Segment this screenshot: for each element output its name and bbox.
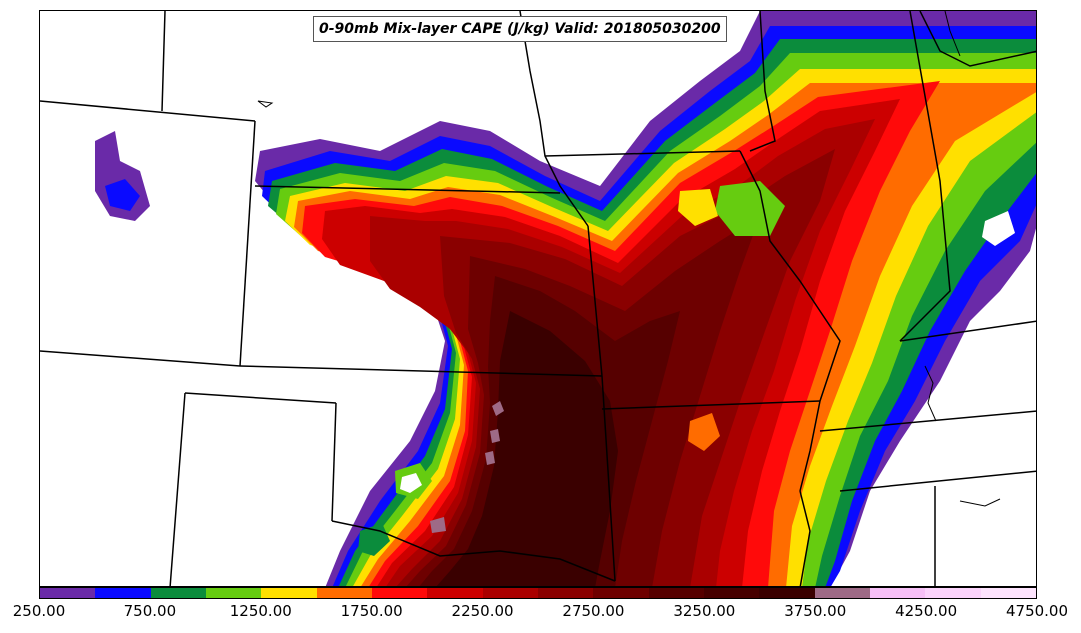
lake-michigan-edge — [944, 11, 961, 57]
colorbar-swatch-17 — [980, 588, 1036, 598]
cape-spot-3750-c — [485, 451, 495, 465]
colorbar-swatch-9 — [537, 588, 594, 598]
boundary-co-east — [239, 120, 256, 367]
cape-spot-3750-a — [492, 401, 504, 416]
boundary-ne-north — [161, 11, 166, 112]
boundary-ks-east — [587, 225, 603, 377]
map-panel: 0-90mb Mix-layer CAPE (J/kg) Valid: 2018… — [39, 10, 1037, 587]
boundary-mo-east — [739, 150, 841, 402]
state-boundaries — [40, 11, 1036, 586]
boundary-nm-east — [169, 392, 186, 586]
colorbar-swatch-7 — [427, 588, 483, 598]
boundary-il-in — [899, 11, 951, 342]
boundary-ok-east — [601, 375, 616, 582]
boundary-sd-ne — [544, 150, 741, 157]
lake-small-wy — [257, 100, 274, 108]
cape-map — [40, 11, 1036, 586]
boundary-ok-south — [331, 520, 616, 582]
colorbar-tick-label: 2250.00 — [451, 602, 514, 620]
boundary-tn-ky — [899, 320, 1036, 342]
colorbar-swatch-3 — [205, 588, 262, 598]
colorbar-swatch-5 — [316, 588, 372, 598]
boundary-ar-north — [601, 400, 821, 410]
colorbar-swatch-1 — [95, 588, 151, 598]
cape-pocket-east-b — [678, 189, 718, 226]
cape-pocket-sw-b — [400, 473, 422, 493]
colorbar-tick-label: 1250.00 — [229, 602, 292, 620]
colorbar-tick-label: 250.00 — [12, 602, 66, 620]
boundary-ms-river-south — [799, 490, 811, 586]
colorbar-swatch-14 — [814, 588, 870, 598]
colorbar-tick-label: 4750.00 — [1005, 602, 1069, 620]
colorbar-swatch-2 — [150, 588, 206, 598]
colorbar-tick-label: 1750.00 — [340, 602, 403, 620]
boundary-ne-south — [254, 185, 561, 194]
colorbar-swatch-12 — [703, 588, 760, 598]
boundary-ar-east — [799, 400, 821, 492]
cape-spot-3750-b — [490, 429, 500, 443]
colorbar-swatch-11 — [648, 588, 704, 598]
colorbar-swatch-15 — [869, 588, 926, 598]
colorbar-tick-label: 2750.00 — [562, 602, 625, 620]
colorbar-tick-label: 3750.00 — [784, 602, 847, 620]
boundary-tx-panhandle — [331, 402, 337, 522]
cape-spot-3750-d — [430, 517, 446, 533]
boundary-ia-mn — [749, 11, 776, 152]
cape-contours — [95, 11, 1036, 586]
boundary-wy-south — [40, 100, 256, 122]
colorbar-swatch-6 — [371, 588, 428, 598]
colorbar-labels: 250.00 750.00 1250.00 1750.00 2250.00 2750.00… — [0, 600, 1081, 626]
cape-band-3500 — [436, 311, 618, 586]
cape-pocket-east-a — [715, 181, 785, 236]
boundary-ks-south — [239, 365, 603, 377]
boundary-mo-river — [519, 11, 589, 227]
colorbar-swatch-10 — [593, 588, 649, 598]
colorbar-swatch-4 — [261, 588, 317, 598]
colorbar-tick-label: 4250.00 — [895, 602, 958, 620]
colorbar-tick-label: 3250.00 — [673, 602, 736, 620]
colorbar-swatch-13 — [759, 588, 815, 598]
coast-east-bay — [959, 498, 1001, 507]
colorbar — [39, 587, 1037, 599]
map-title: 0-90mb Mix-layer CAPE (J/kg) Valid: 2018… — [313, 16, 727, 42]
boundary-ms-al — [819, 410, 1036, 432]
boundary-wi-mi — [919, 11, 1036, 67]
colorbar-swatch-8 — [482, 588, 538, 598]
colorbar-swatch-0 — [40, 588, 96, 598]
colorbar-swatch-16 — [925, 588, 981, 598]
colorbar-tick-label: 750.00 — [123, 602, 177, 620]
cape-hole-east — [982, 211, 1015, 246]
cape-pocket-east-c — [688, 413, 720, 451]
water-outlines — [257, 11, 1001, 507]
boundary-co-south — [40, 350, 241, 367]
gulf-coast-east — [924, 365, 937, 422]
boundary-nm-north — [184, 392, 337, 404]
boundary-al-ga — [839, 470, 1036, 492]
cape-blob-west-core — [105, 179, 140, 211]
